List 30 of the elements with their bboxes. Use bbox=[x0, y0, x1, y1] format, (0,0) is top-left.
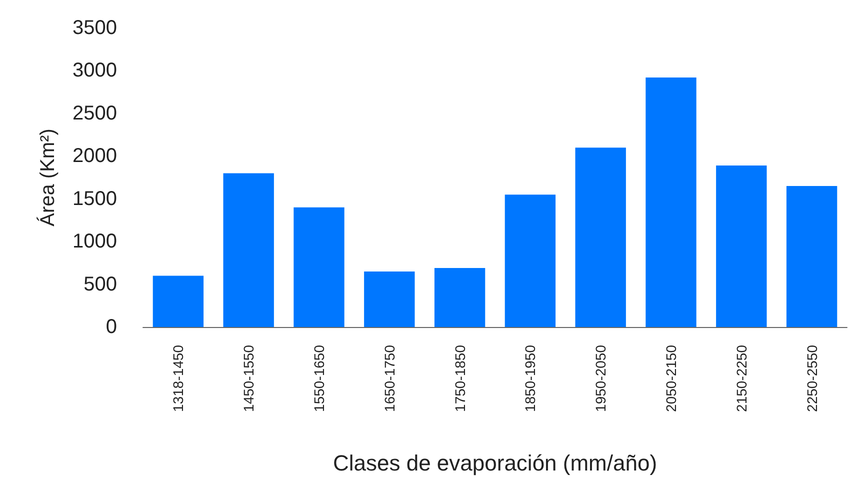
y-tick-label: 500 bbox=[84, 273, 117, 296]
y-tick-label: 2000 bbox=[72, 145, 117, 168]
x-tick-label: 1650-1750 bbox=[381, 344, 398, 412]
x-axis-title: Clases de evaporación (mm/año) bbox=[332, 450, 658, 476]
x-tick-label: 2250-2550 bbox=[804, 344, 820, 412]
x-tick-label: 1550-1650 bbox=[311, 344, 327, 412]
bar bbox=[364, 271, 415, 327]
y-tick-label: 1500 bbox=[72, 188, 117, 210]
x-tick-label: 1750-1850 bbox=[452, 344, 468, 412]
y-tick-label: 1000 bbox=[72, 230, 117, 253]
x-tick-label: 2050-2150 bbox=[663, 344, 679, 412]
y-tick-label: 2500 bbox=[72, 102, 117, 124]
bar bbox=[152, 276, 204, 327]
y-tick-label: 3000 bbox=[72, 60, 117, 82]
bar bbox=[504, 194, 556, 327]
bar bbox=[294, 207, 344, 327]
x-tick-label: 2150-2250 bbox=[733, 344, 750, 412]
x-tick-label: 1950-2050 bbox=[592, 344, 609, 412]
y-tick-label: 3500 bbox=[72, 17, 117, 39]
bar bbox=[716, 166, 767, 327]
bar bbox=[646, 78, 696, 327]
bar bbox=[575, 148, 626, 327]
bar bbox=[223, 173, 274, 327]
bar bbox=[786, 186, 838, 327]
x-tick-label: 1850-1950 bbox=[522, 344, 538, 412]
y-axis-title: Área (Km²) bbox=[36, 128, 59, 226]
y-tick-label: 0 bbox=[106, 316, 117, 338]
bar bbox=[434, 268, 486, 327]
x-tick-label: 1450-1550 bbox=[240, 344, 257, 412]
x-tick-label: 1318-1450 bbox=[170, 344, 186, 412]
